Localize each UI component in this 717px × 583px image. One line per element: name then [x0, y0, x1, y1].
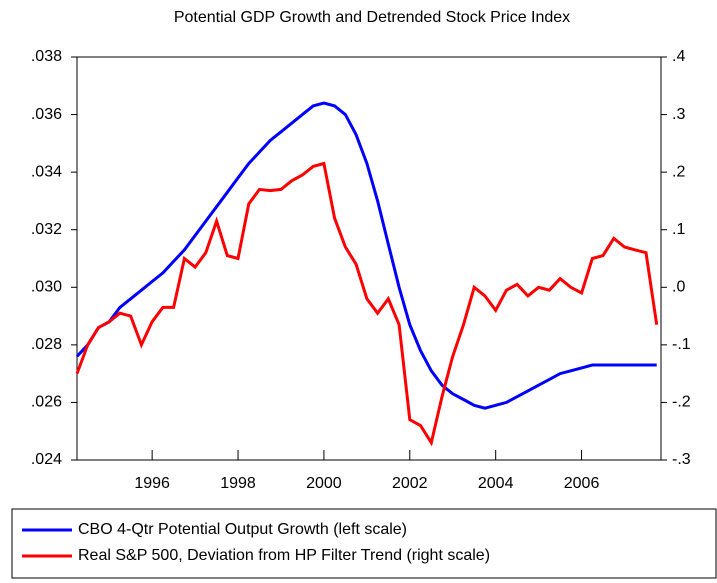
x-tick-label: 2006	[564, 475, 600, 492]
x-tick-label: 1998	[220, 475, 256, 492]
y2-tick-label: .2	[672, 163, 685, 180]
y-tick-label: .032	[31, 221, 62, 238]
y-tick-label: .028	[31, 336, 62, 353]
y2-tick-label: .1	[672, 221, 685, 238]
x-tick-label: 2002	[392, 475, 428, 492]
y-tick-label: .024	[31, 451, 62, 468]
y2-tick-label: .4	[672, 48, 685, 65]
series-line	[75, 161, 659, 447]
x-tick-label: 2004	[478, 475, 514, 492]
series-line	[75, 101, 657, 410]
y-tick-label: .036	[31, 106, 62, 123]
y2-tick-label: .0	[672, 279, 685, 296]
legend-label: CBO 4-Qtr Potential Output Growth (left …	[78, 521, 407, 538]
chart-title: Potential GDP Growth and Detrended Stock…	[174, 9, 570, 26]
legend-box	[11, 508, 717, 579]
y-tick-label: .034	[31, 163, 62, 180]
y-tick-label: .030	[31, 279, 62, 296]
y-tick-label: .038	[31, 48, 62, 65]
y2-tick-label: -.1	[672, 336, 691, 353]
x-tick-label: 1996	[134, 475, 170, 492]
y2-tick-label: .3	[672, 106, 685, 123]
x-tick-label: 2000	[306, 475, 342, 492]
y2-tick-label: -.2	[672, 394, 691, 411]
y2-tick-label: -.3	[672, 451, 691, 468]
y-tick-label: .026	[31, 394, 62, 411]
plot-frame	[76, 56, 662, 461]
legend-label: Real S&P 500, Deviation from HP Filter T…	[78, 547, 490, 564]
